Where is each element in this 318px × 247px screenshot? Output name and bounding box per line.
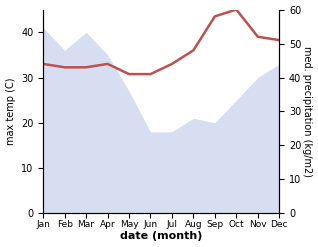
X-axis label: date (month): date (month) <box>120 231 203 242</box>
Y-axis label: max temp (C): max temp (C) <box>5 78 16 145</box>
Y-axis label: med. precipitation (kg/m2): med. precipitation (kg/m2) <box>302 46 313 177</box>
